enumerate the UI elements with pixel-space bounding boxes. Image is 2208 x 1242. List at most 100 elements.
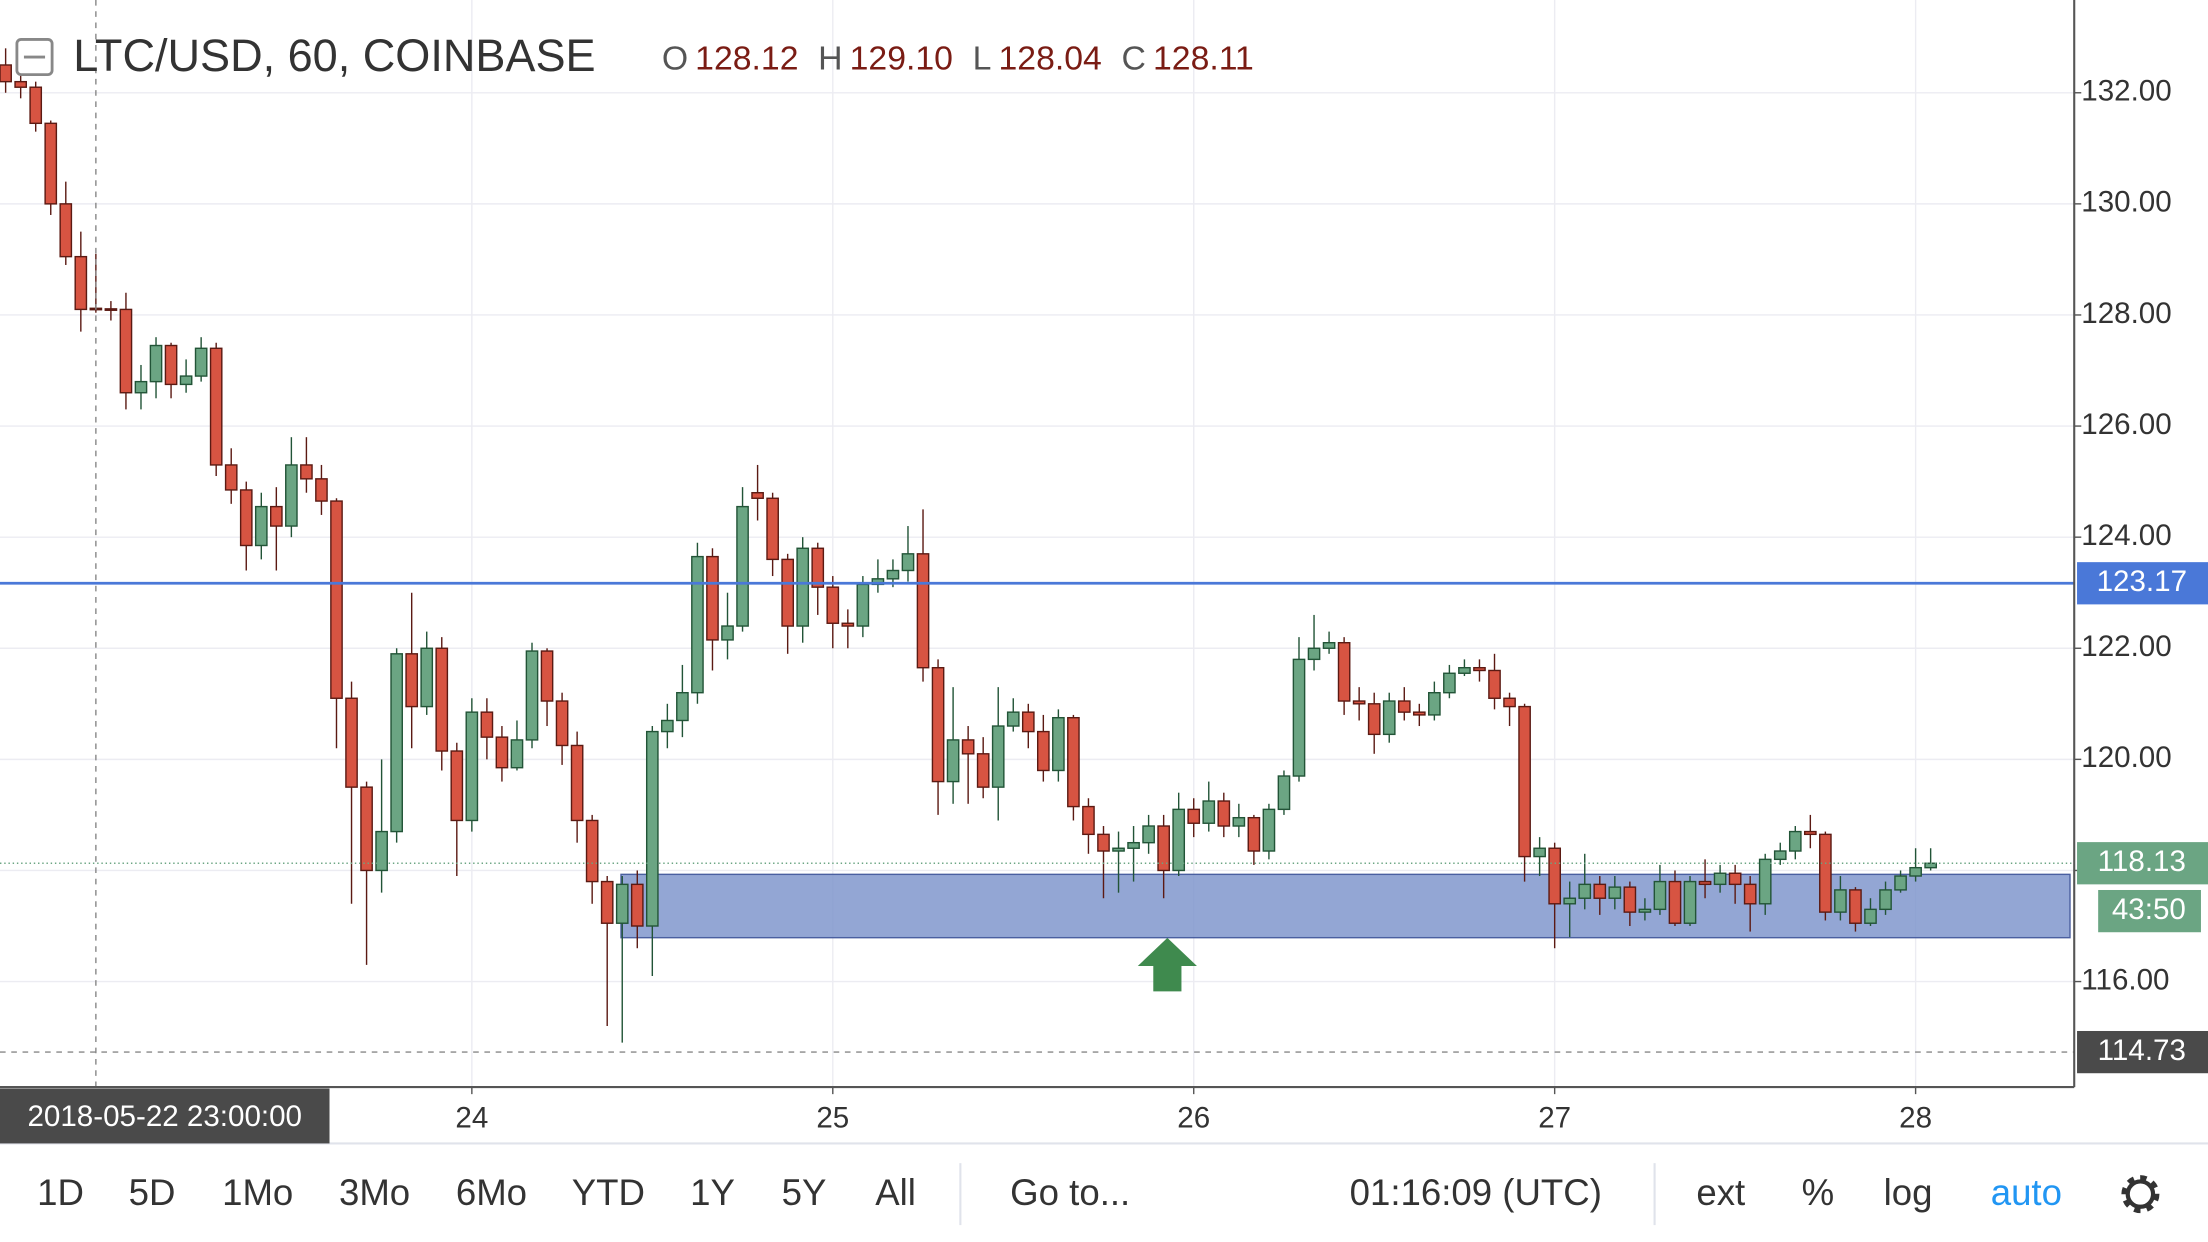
candle-body xyxy=(0,64,12,83)
candle-body xyxy=(29,86,43,125)
range-button[interactable]: 1Y xyxy=(690,1172,735,1213)
y-tick-label: 132.00 xyxy=(2081,75,2171,108)
candle-body xyxy=(1563,897,1577,905)
candle-body xyxy=(1337,642,1351,702)
candle-body xyxy=(1097,833,1110,852)
candle-body xyxy=(270,505,283,527)
candle-body xyxy=(1518,705,1531,858)
y-tick-label: 126.00 xyxy=(2081,408,2171,441)
candle-body xyxy=(1397,700,1411,713)
candle-body xyxy=(796,547,810,627)
legend-key: O xyxy=(662,39,688,77)
candle-body xyxy=(886,569,900,580)
candle-body xyxy=(630,883,644,927)
candle-body xyxy=(1758,858,1772,905)
legend-value: 129.10 xyxy=(850,39,953,77)
candle-body xyxy=(736,505,749,627)
crosshair-time-label: 2018-05-22 23:00:00 xyxy=(27,1100,302,1133)
candle-body xyxy=(104,308,118,311)
candle-body xyxy=(1352,700,1366,705)
candle-body xyxy=(224,464,238,491)
y-tick-label: 130.00 xyxy=(2081,186,2171,219)
candle-body xyxy=(781,558,795,627)
candle-body xyxy=(1021,711,1035,733)
candle-body xyxy=(1638,908,1652,913)
range-button[interactable]: 1Mo xyxy=(222,1172,293,1213)
candle-body xyxy=(615,883,629,924)
range-button[interactable]: YTD xyxy=(572,1172,645,1213)
candle-body xyxy=(1458,666,1471,674)
candle-body xyxy=(661,719,674,733)
candle-body xyxy=(149,344,163,383)
gear-ring xyxy=(2125,1179,2156,1209)
candle-body xyxy=(1292,658,1306,777)
crosshair-time-tag xyxy=(0,1088,330,1144)
candle-body xyxy=(1713,872,1727,886)
countdown-label: 43:50 xyxy=(2112,893,2186,926)
range-button[interactable]: All xyxy=(875,1172,916,1213)
candle-body xyxy=(1443,672,1456,694)
range-button[interactable]: 1D xyxy=(37,1172,84,1213)
candle-body xyxy=(194,347,208,377)
candle-body xyxy=(119,308,133,394)
candle-body xyxy=(1322,642,1336,649)
candle-body xyxy=(1623,886,1637,913)
range-button[interactable]: 5D xyxy=(129,1172,176,1213)
candle-body xyxy=(645,730,659,927)
y-tick-label: 128.00 xyxy=(2081,297,2171,330)
y-tick-label: 116.00 xyxy=(2081,963,2169,996)
candle-body xyxy=(570,744,584,822)
candle-body xyxy=(164,344,178,386)
y-tick-label: 124.00 xyxy=(2081,519,2171,552)
candle-body xyxy=(1428,691,1441,716)
candle-body xyxy=(1187,808,1201,824)
range-button[interactable]: 6Mo xyxy=(456,1172,527,1213)
option-button[interactable]: ext xyxy=(1696,1172,1745,1213)
candle-body xyxy=(435,647,449,752)
countdown-tag xyxy=(2098,889,2201,933)
candle-body xyxy=(480,711,494,738)
range-button[interactable]: 5Y xyxy=(782,1172,827,1213)
candle-body xyxy=(1653,880,1667,911)
candle-body xyxy=(1608,886,1622,899)
candle-body xyxy=(1232,816,1246,827)
x-tick-label: 25 xyxy=(816,1101,849,1134)
candle-body xyxy=(811,547,825,588)
candle-body xyxy=(1533,847,1546,858)
option-button[interactable]: auto xyxy=(1991,1172,2062,1213)
candle-body xyxy=(1142,825,1155,844)
candle-body xyxy=(1157,825,1170,872)
candle-body xyxy=(766,497,779,561)
candle-body xyxy=(44,122,58,205)
x-tick-label: 28 xyxy=(1899,1101,1932,1134)
candle-body xyxy=(1894,875,1907,891)
candle-body xyxy=(916,553,930,669)
candle-body xyxy=(555,700,569,747)
candle-body xyxy=(946,739,960,783)
candle-body xyxy=(1548,847,1562,905)
candle-body xyxy=(856,583,870,627)
range-button[interactable]: 3Mo xyxy=(339,1172,410,1213)
option-button[interactable]: log xyxy=(1884,1172,1933,1213)
y-tick-label: 120.00 xyxy=(2081,741,2171,774)
settings-gear[interactable] xyxy=(2121,1175,2160,1214)
candle-body xyxy=(1698,880,1712,886)
candle-body xyxy=(1382,700,1396,736)
candle-body xyxy=(450,750,464,822)
x-tick-label: 26 xyxy=(1177,1101,1210,1134)
candle-body xyxy=(285,464,298,527)
candle-body xyxy=(1743,883,1757,905)
candle-body xyxy=(420,647,434,708)
candle-body xyxy=(315,478,328,502)
option-button[interactable]: % xyxy=(1802,1172,1835,1213)
candle-body xyxy=(1473,666,1486,672)
candle-body xyxy=(1112,847,1125,852)
candle-body xyxy=(676,691,689,722)
legend-value: 128.04 xyxy=(999,39,1102,77)
legend-key: C xyxy=(1122,39,1146,77)
candle-body xyxy=(179,375,193,386)
gear-teeth xyxy=(2121,1175,2160,1214)
goto-button[interactable]: Go to... xyxy=(1010,1172,1130,1213)
candle-body xyxy=(1217,800,1231,827)
